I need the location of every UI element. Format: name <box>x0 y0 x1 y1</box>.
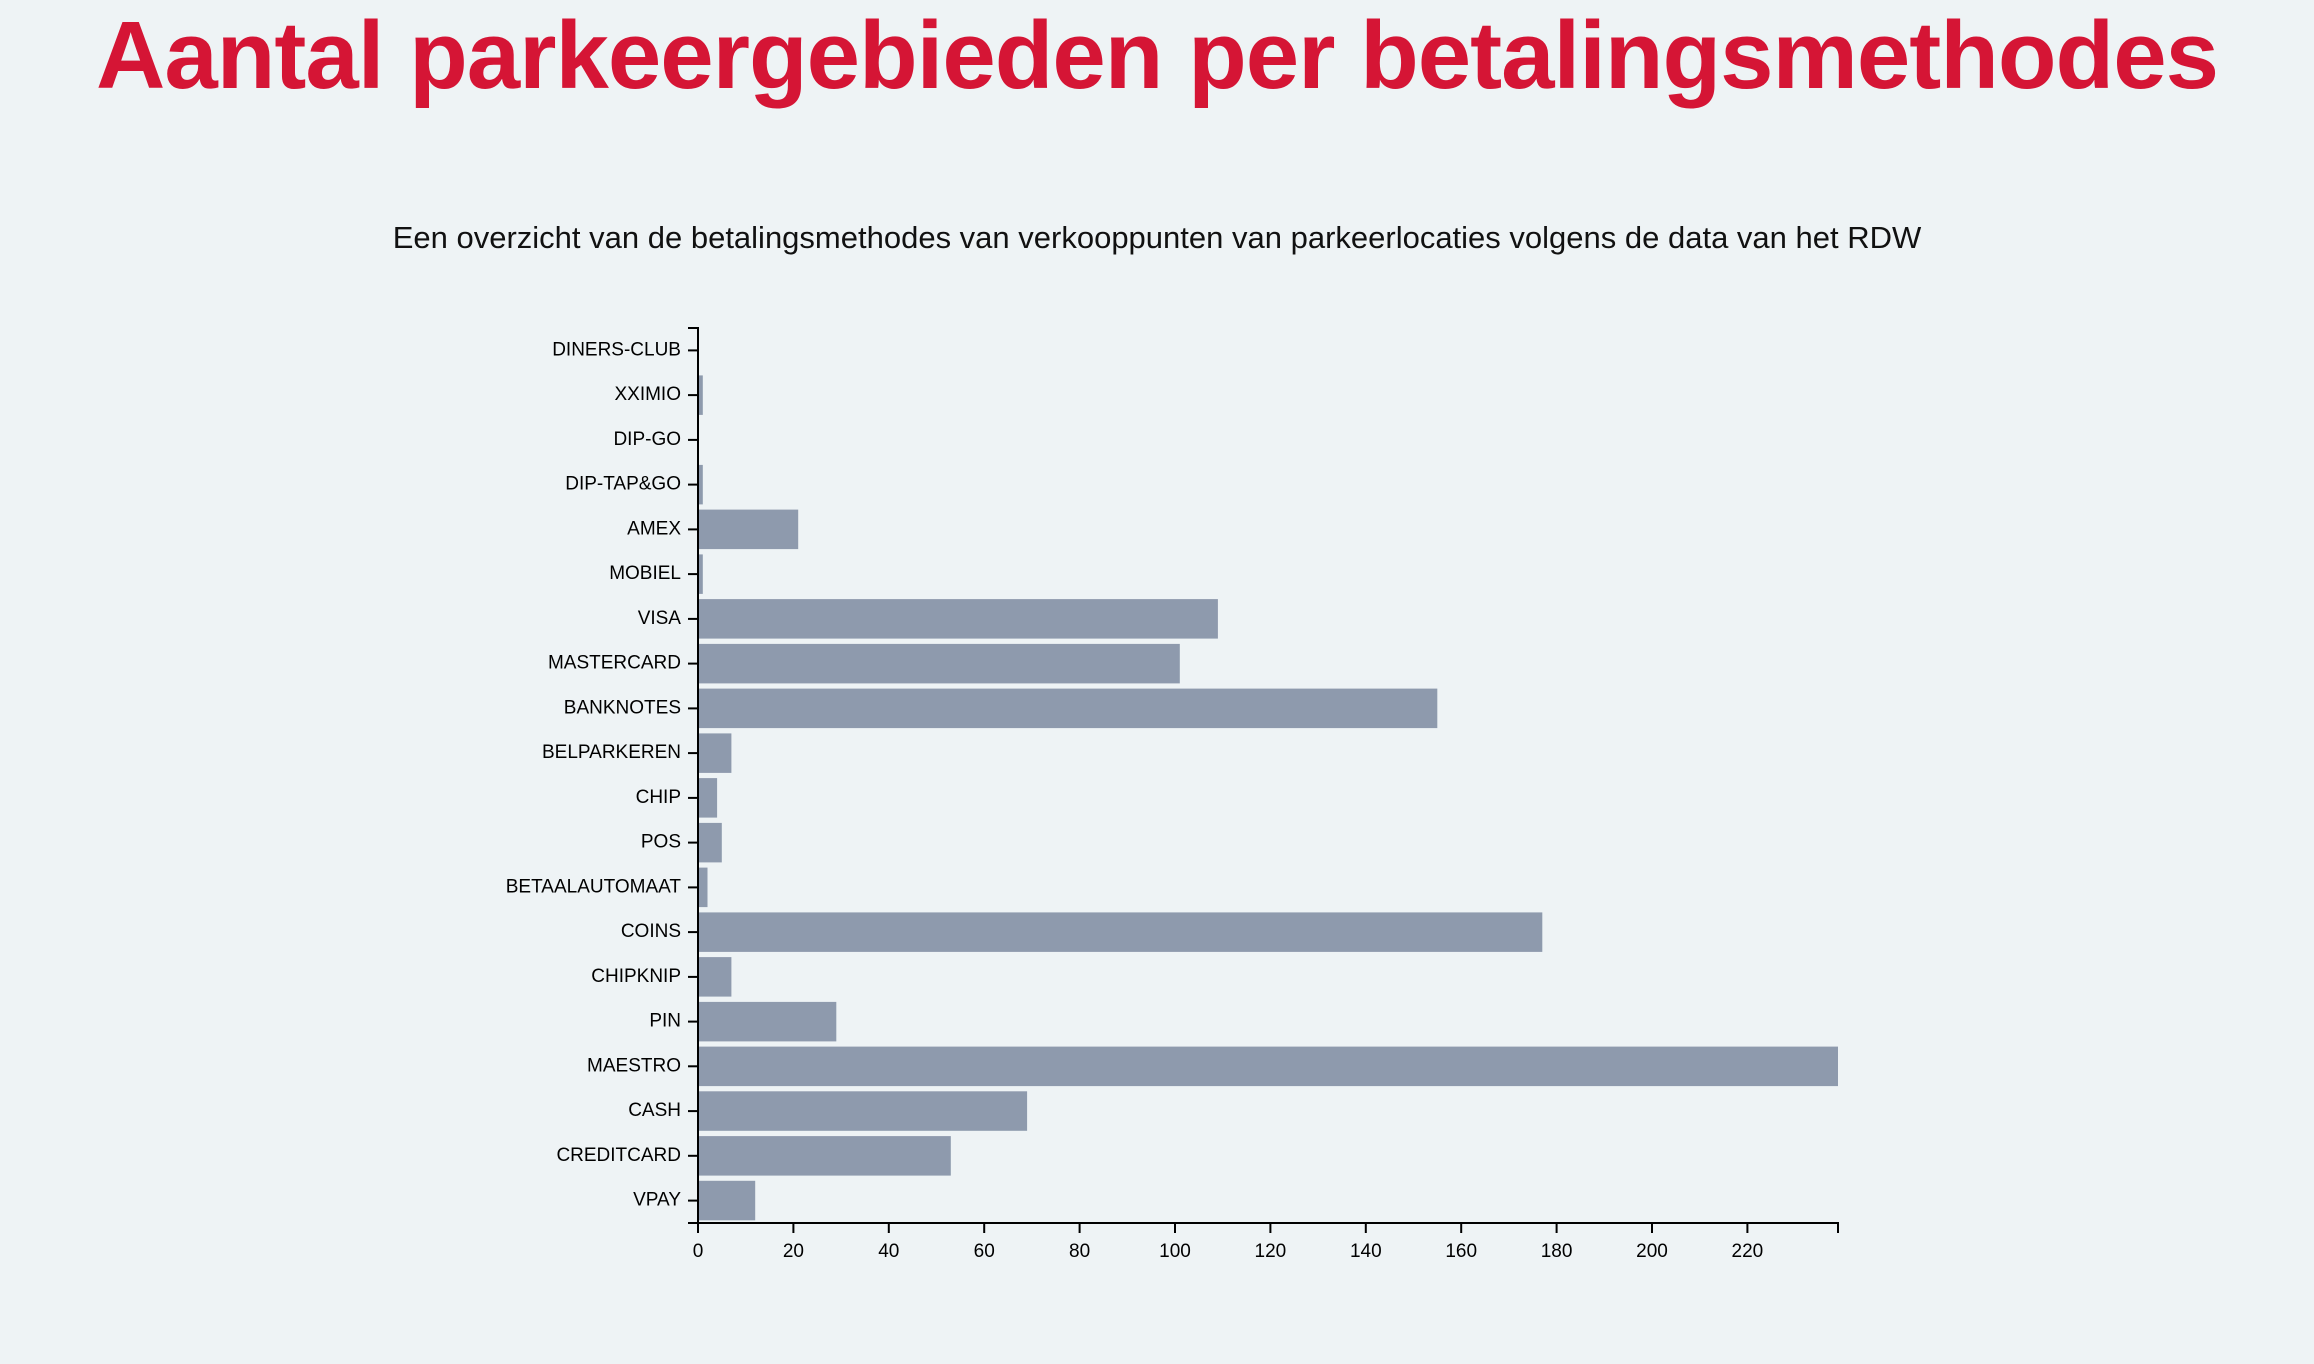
y-tick-label: VPAY <box>633 1190 681 1211</box>
x-tick-label: 200 <box>1636 1241 1668 1262</box>
x-tick-label: 120 <box>1255 1241 1287 1262</box>
y-tick-label: COINS <box>621 921 681 942</box>
bar-betaalautomaat <box>698 867 708 908</box>
y-axis-line <box>688 327 699 1224</box>
y-tick-label: CHIPKNIP <box>591 966 681 987</box>
bar-mobiel <box>698 554 703 594</box>
y-tick-label: BETAALAUTOMAAT <box>506 876 682 897</box>
bar-creditcard <box>698 1136 951 1176</box>
page-title: Aantal parkeergebieden per betalingsmeth… <box>96 2 2219 109</box>
bar-chip <box>698 778 718 818</box>
x-tick-label: 100 <box>1159 1241 1191 1262</box>
y-tick-label: MOBIEL <box>609 563 681 584</box>
bar-banknotes <box>698 688 1438 729</box>
bar-dip-tap-go <box>698 464 703 505</box>
y-tick-label: BELPARKEREN <box>542 742 681 763</box>
x-tick-label: 220 <box>1732 1241 1764 1262</box>
y-tick-label: BANKNOTES <box>564 697 681 718</box>
y-tick-label: AMEX <box>627 518 681 539</box>
bar-maestro <box>698 1046 1838 1087</box>
y-tick-label: CHIP <box>636 787 681 808</box>
x-tick-label: 80 <box>1069 1241 1090 1262</box>
y-tick-label: VISA <box>638 608 682 629</box>
y-tick-label: POS <box>641 832 681 853</box>
x-axis-line <box>697 1222 1839 1233</box>
bar-belparkeren <box>698 733 732 773</box>
y-tick-label: MAESTRO <box>587 1055 681 1076</box>
y-tick-label: CREDITCARD <box>556 1145 681 1166</box>
y-tick-label: DIP-GO <box>613 429 681 450</box>
bar-vpay <box>698 1180 756 1221</box>
x-tick-label: 160 <box>1445 1241 1477 1262</box>
bar-amex <box>698 509 799 550</box>
bar-visa <box>698 599 1218 639</box>
bar-cash <box>698 1091 1028 1131</box>
bar-mastercard <box>698 643 1180 684</box>
y-tick-label: PIN <box>649 1011 681 1032</box>
bars-layer <box>698 375 1838 1221</box>
y-tick-label: DIP-TAP&GO <box>565 474 681 495</box>
x-tick-label: 40 <box>878 1241 899 1262</box>
bar-pin <box>698 1001 837 1042</box>
x-tick-label: 140 <box>1350 1241 1382 1262</box>
axes-layer: DINERS-CLUB XXIMIO DIP-GO DIP-TAP&GO AMEX MOB… <box>506 327 1839 1262</box>
bar-pos <box>698 822 722 863</box>
y-tick-label: DINERS-CLUB <box>552 339 681 360</box>
y-tick-label: CASH <box>628 1100 681 1121</box>
y-tick-label: MASTERCARD <box>548 653 681 674</box>
page-subtitle: Een overzicht van de betalingsmethodes v… <box>392 220 1922 255</box>
bar-coins <box>698 912 1543 952</box>
x-tick-label: 180 <box>1541 1241 1573 1262</box>
x-tick-label: 60 <box>974 1241 995 1262</box>
bar-xximio <box>698 375 703 415</box>
x-tick-label: 20 <box>783 1241 804 1262</box>
bar-chipknip <box>698 957 732 997</box>
x-tick-label: 0 <box>693 1241 704 1262</box>
y-tick-label: XXIMIO <box>614 384 681 405</box>
